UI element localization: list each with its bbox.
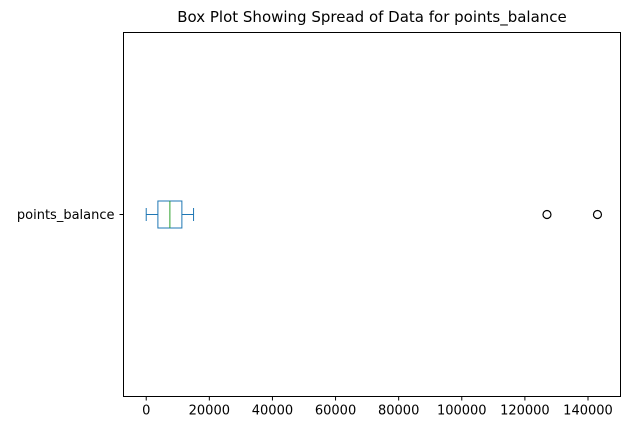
x-tick-label: 40000 [252, 404, 293, 419]
chart-title: Box Plot Showing Spread of Data for poin… [177, 8, 567, 27]
x-tick-label: 100000 [437, 404, 487, 419]
outlier-point [592, 209, 603, 220]
plot-area [145, 200, 603, 229]
x-tick-label: 120000 [500, 404, 550, 419]
x-tick-label: 0 [142, 404, 150, 419]
y-tick-label: points_balance [17, 208, 115, 223]
y-axis: points_balance [17, 208, 124, 223]
outlier-point [542, 209, 552, 220]
x-tick-label: 140000 [563, 404, 613, 419]
x-axis: 0 20000 40000 60000 80000 100000 120000 140000 [142, 396, 613, 419]
x-tick-label: 80000 [378, 404, 419, 419]
x-tick-label: 20000 [189, 404, 230, 419]
x-tick-label: 60000 [315, 404, 356, 419]
axes-frame [123, 32, 621, 397]
